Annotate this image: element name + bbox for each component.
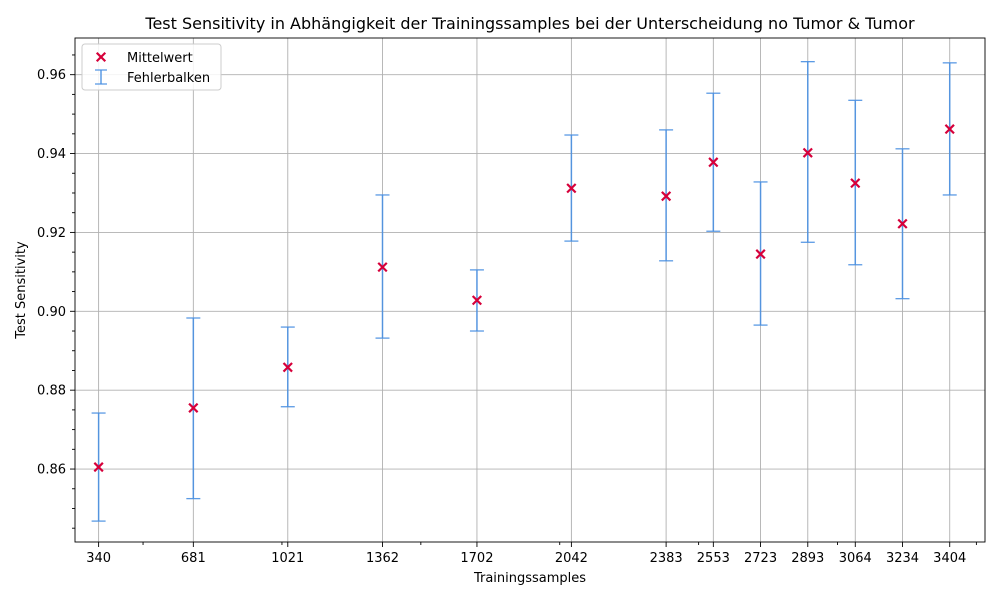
y-tick-label: 0.86 xyxy=(37,463,66,478)
mean-marker xyxy=(471,295,483,306)
mean-marker xyxy=(944,124,955,135)
markers-layer xyxy=(93,124,955,473)
x-tick-label: 2893 xyxy=(791,551,824,566)
x-tick-label: 340 xyxy=(86,551,111,566)
x-axis-label: Trainingssamples xyxy=(473,571,586,586)
mean-marker xyxy=(755,249,766,260)
x-tick-label: 2553 xyxy=(697,551,730,566)
legend-box xyxy=(81,43,222,91)
grid-layer xyxy=(75,38,985,542)
chart-title: Test Sensitivity in Abhängigkeit der Tra… xyxy=(144,14,915,33)
mean-marker xyxy=(897,218,908,229)
legend-label-mean: Mittelwert xyxy=(127,51,193,66)
mean-marker xyxy=(93,462,104,473)
legend: Mittelwert Fehlerbalken xyxy=(81,43,222,91)
mean-marker xyxy=(188,402,199,413)
x-tick-label: 1702 xyxy=(460,551,493,566)
mean-marker xyxy=(661,191,672,202)
x-tick-label: 3234 xyxy=(886,551,919,566)
x-tick-label: 2723 xyxy=(744,551,777,566)
y-axis-label: Test Sensitivity xyxy=(14,241,29,340)
mean-marker xyxy=(802,147,813,158)
axis-layer: 340 681 1021 1362 1702 2042 2383 2553 2723 2893 30… xyxy=(37,54,977,566)
x-tick-label: 2383 xyxy=(650,551,683,566)
plot-frame xyxy=(74,37,986,543)
legend-marker-icon xyxy=(95,51,107,63)
mean-marker xyxy=(708,157,719,168)
x-tick-label: 3404 xyxy=(933,551,966,566)
x-tick-label: 1021 xyxy=(271,551,304,566)
x-tick-label: 1362 xyxy=(366,551,399,566)
y-tick-label: 0.94 xyxy=(37,147,66,162)
x-tick-label: 2042 xyxy=(555,551,588,566)
y-tick-label: 0.88 xyxy=(37,384,66,399)
legend-errorbar-icon xyxy=(95,69,107,85)
mean-marker xyxy=(282,362,293,373)
mean-marker xyxy=(377,262,388,273)
mean-marker xyxy=(566,183,577,194)
y-tick-label: 0.96 xyxy=(37,68,66,83)
y-tick-label: 0.90 xyxy=(37,305,66,320)
error-bars-layer xyxy=(91,61,957,522)
x-tick-label: 681 xyxy=(181,551,206,566)
x-tick-label: 3064 xyxy=(839,551,872,566)
mean-marker xyxy=(850,178,861,189)
y-tick-label: 0.92 xyxy=(37,226,66,241)
legend-label-errorbars: Fehlerbalken xyxy=(127,71,210,86)
